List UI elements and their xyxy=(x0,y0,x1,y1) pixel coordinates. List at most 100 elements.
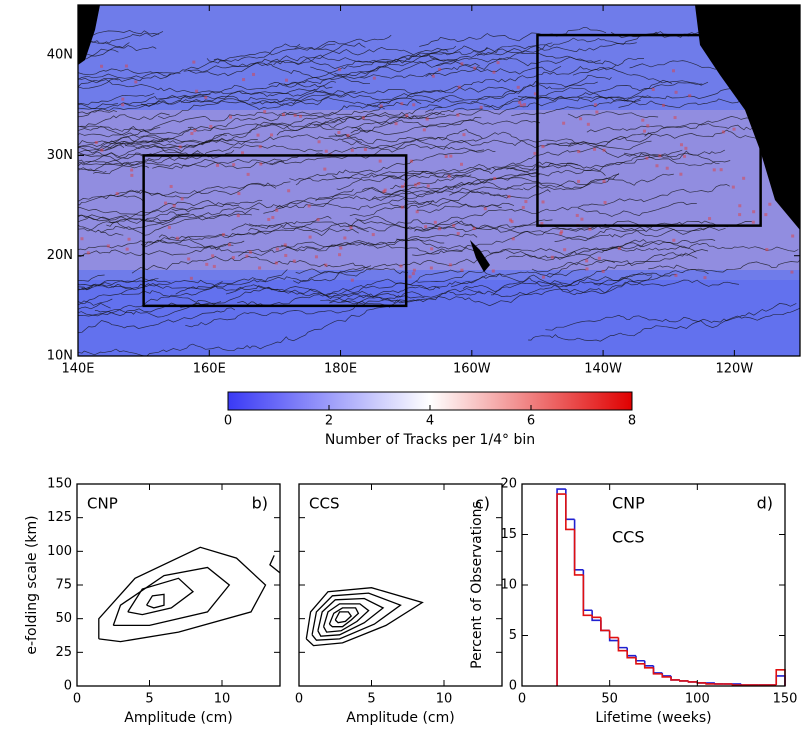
density-speckle xyxy=(236,214,240,218)
eddy-track xyxy=(78,277,159,291)
density-speckle xyxy=(602,148,606,152)
density-speckle xyxy=(221,233,225,237)
density-speckle xyxy=(483,207,487,211)
density-speckle xyxy=(127,237,131,241)
density-speckle xyxy=(379,104,383,108)
eddy-track xyxy=(644,119,777,137)
density-speckle xyxy=(541,145,545,149)
density-speckle xyxy=(585,267,589,271)
density-speckle xyxy=(232,163,236,167)
density-speckle xyxy=(175,236,179,240)
density-speckle xyxy=(317,140,321,144)
density-speckle xyxy=(308,235,312,239)
contour-line xyxy=(146,593,165,609)
density-speckle xyxy=(460,162,464,166)
density-speckle xyxy=(189,276,193,280)
density-speckle xyxy=(452,224,456,228)
density-speckle xyxy=(195,89,199,93)
y-tick-label: 50 xyxy=(55,611,72,626)
eddy-track xyxy=(329,274,677,307)
density-speckle xyxy=(192,60,196,64)
density-speckle xyxy=(408,275,412,279)
density-speckle xyxy=(204,96,208,100)
density-speckle xyxy=(719,168,723,172)
histogram-step xyxy=(652,667,663,675)
density-speckle xyxy=(283,243,287,247)
eddy-track xyxy=(435,42,637,67)
eddy-track xyxy=(78,125,164,142)
region-label: CCS xyxy=(309,495,339,513)
panel-label: a) xyxy=(772,15,788,34)
density-speckle xyxy=(674,273,678,277)
density-speckle xyxy=(293,113,297,117)
y-tick-label: 40N xyxy=(47,48,73,63)
density-speckle xyxy=(339,246,343,250)
eddy-track xyxy=(505,243,799,261)
eddy-track xyxy=(231,215,332,231)
density-speckle xyxy=(134,80,138,84)
density-speckle xyxy=(164,201,168,205)
eddy-track xyxy=(78,281,223,291)
density-speckle xyxy=(270,133,274,137)
eddy-track xyxy=(78,244,234,257)
density-speckle xyxy=(473,66,477,70)
density-speckle xyxy=(431,74,435,78)
density-speckle xyxy=(646,124,650,128)
eddy-track xyxy=(546,252,698,278)
density-speckle xyxy=(562,121,566,125)
y-tick-label: 30N xyxy=(47,148,73,163)
density-speckle xyxy=(617,247,621,251)
density-speckle xyxy=(791,234,795,238)
density-speckle xyxy=(259,162,263,166)
eddy-track xyxy=(317,47,441,61)
density-speckle xyxy=(180,197,184,201)
x-tick-label: 140E xyxy=(61,362,94,377)
colorbar-tick-label: 0 xyxy=(224,414,232,429)
density-speckle xyxy=(263,110,267,114)
density-speckle xyxy=(438,227,442,231)
density-speckle xyxy=(449,154,453,158)
density-speckle xyxy=(541,275,545,279)
eddy-track xyxy=(78,152,155,172)
y-tick-label: 10N xyxy=(47,349,73,364)
eddy-track xyxy=(140,238,445,256)
eddy-track xyxy=(546,133,653,145)
histogram-step xyxy=(643,660,654,667)
eddy-track xyxy=(313,111,445,126)
density-speckle xyxy=(585,259,589,263)
land xyxy=(78,5,100,65)
histogram-step xyxy=(626,647,636,657)
density-speckle xyxy=(460,268,464,272)
histogram-step xyxy=(600,620,610,632)
eddy-track xyxy=(78,137,169,146)
density-speckle xyxy=(742,176,746,180)
eddy-track xyxy=(188,45,488,74)
contour-line xyxy=(317,597,385,637)
density-speckle xyxy=(215,163,219,167)
density-speckle xyxy=(540,222,544,226)
density-speckle xyxy=(80,237,84,241)
density-speckle xyxy=(275,247,279,251)
eddy-track xyxy=(81,266,365,289)
eddy-track xyxy=(416,202,515,214)
density-speckle xyxy=(167,225,171,229)
eddy-track xyxy=(251,81,598,106)
eddy-track xyxy=(78,106,385,149)
histogram-step xyxy=(556,488,566,686)
density-speckle xyxy=(492,70,496,74)
histogram-step xyxy=(591,615,601,619)
plot-frame xyxy=(76,483,281,687)
density-speckle xyxy=(414,183,418,187)
eddy-track xyxy=(78,73,172,89)
density-speckle xyxy=(662,103,666,107)
density-speckle xyxy=(679,143,683,147)
eddy-track xyxy=(294,34,392,51)
density-speckle xyxy=(417,182,421,186)
y-tick-label: 0 xyxy=(64,679,72,694)
density-speckle xyxy=(645,156,649,160)
x-tick-label: 150 xyxy=(773,692,798,707)
contour-line xyxy=(269,555,281,574)
eddy-track xyxy=(158,221,369,240)
eddy-track xyxy=(78,224,124,236)
x-axis-label: Amplitude (cm) xyxy=(346,710,454,726)
